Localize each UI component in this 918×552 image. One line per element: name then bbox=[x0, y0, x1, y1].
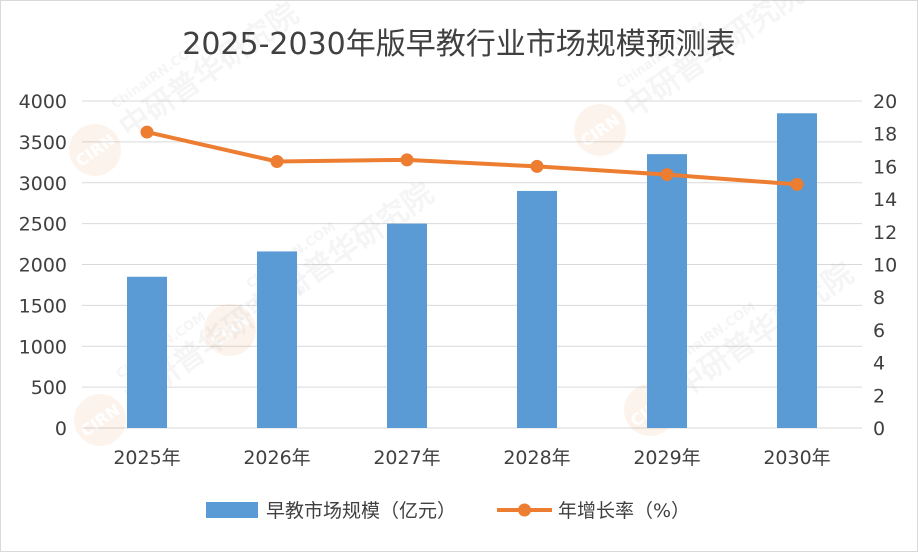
left-axis-tick-label: 2500 bbox=[19, 214, 67, 236]
left-axis: 0 500 1000 1500 2000 2500 3000 3500 4000 bbox=[19, 91, 67, 440]
right-axis-tick-label: 18 bbox=[873, 124, 897, 146]
category-label: 2027年 bbox=[373, 447, 440, 469]
left-axis-tick-label: 3500 bbox=[19, 132, 67, 154]
category-axis: 2025年 2026年 2027年 2028年 2029年 2030年 bbox=[113, 447, 830, 469]
category-label: 2029年 bbox=[633, 447, 700, 469]
left-axis-tick-label: 4000 bbox=[19, 91, 67, 113]
bar bbox=[127, 276, 167, 428]
line-series bbox=[140, 125, 804, 191]
category-label: 2026年 bbox=[243, 447, 310, 469]
right-axis-tick-label: 8 bbox=[873, 287, 885, 309]
svg-text:中研普华研究院: 中研普华研究院 bbox=[668, 256, 860, 405]
right-axis-tick-label: 10 bbox=[873, 255, 897, 277]
bar bbox=[517, 190, 557, 428]
category-label: 2025年 bbox=[113, 447, 180, 469]
category-label: 2030年 bbox=[763, 447, 830, 469]
bar bbox=[647, 154, 687, 428]
right-axis-tick-label: 14 bbox=[873, 189, 897, 211]
bar bbox=[387, 223, 427, 428]
growth-point bbox=[790, 177, 804, 191]
left-axis-tick-label: 500 bbox=[31, 377, 67, 399]
right-axis-tick-label: 4 bbox=[873, 353, 885, 375]
chart-title: 2025-2030年版早教行业市场规模预测表 bbox=[182, 27, 736, 62]
growth-point bbox=[270, 154, 284, 168]
bar-series bbox=[127, 113, 817, 428]
legend-bar-label: 早教市场规模（亿元） bbox=[266, 500, 456, 522]
legend-bar-swatch bbox=[206, 502, 258, 518]
left-axis-tick-label: 0 bbox=[55, 418, 67, 440]
legend-line-label: 年增长率（%） bbox=[558, 500, 690, 522]
growth-line bbox=[146, 130, 798, 187]
gridlines bbox=[82, 100, 862, 429]
right-axis-tick-label: 16 bbox=[873, 156, 897, 178]
growth-point bbox=[660, 168, 674, 182]
growth-point bbox=[400, 153, 414, 167]
left-axis-tick-label: 1000 bbox=[19, 336, 67, 358]
right-axis-tick-label: 12 bbox=[873, 222, 897, 244]
growth-point bbox=[530, 159, 544, 173]
growth-point bbox=[140, 125, 154, 139]
left-axis-tick-label: 1500 bbox=[19, 295, 67, 317]
legend-line-marker bbox=[518, 503, 531, 517]
left-axis-tick-label: 2000 bbox=[19, 255, 67, 277]
legend: 早教市场规模（亿元） 年增长率（%） bbox=[206, 500, 690, 522]
right-axis-tick-label: 2 bbox=[873, 385, 885, 407]
right-axis: 0 2 4 6 8 10 12 14 16 18 20 bbox=[873, 91, 897, 440]
bar bbox=[777, 113, 817, 428]
svg-text:中研普华研究院: 中研普华研究院 bbox=[113, 0, 305, 145]
category-label: 2028年 bbox=[503, 447, 570, 469]
bar bbox=[257, 251, 297, 428]
right-axis-tick-label: 0 bbox=[873, 418, 885, 440]
right-axis-tick-label: 6 bbox=[873, 320, 885, 342]
left-axis-tick-label: 3000 bbox=[19, 173, 67, 195]
right-axis-tick-label: 20 bbox=[873, 91, 897, 113]
watermark: CIRN中研普华研究院ChinaIRN.COMCIRN中研普华研究院ChinaI… bbox=[69, 0, 860, 446]
